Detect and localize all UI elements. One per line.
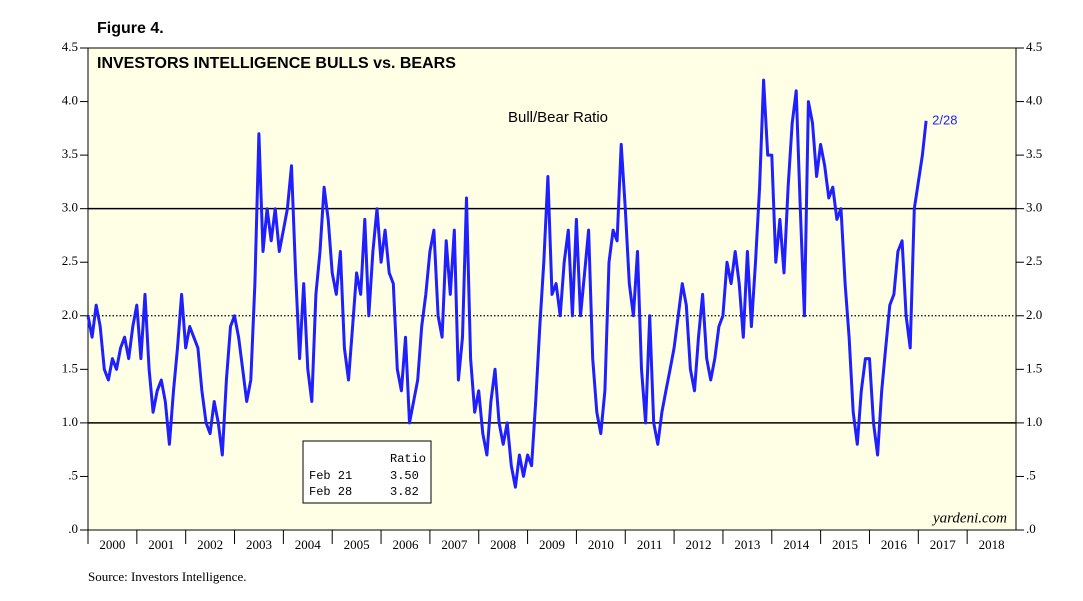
x-tick-label: 2018 <box>979 537 1005 552</box>
y2-tick-label: 2.5 <box>1026 253 1042 268</box>
x-tick-label: 2010 <box>588 537 614 552</box>
y2-tick-label: 4.5 <box>1026 39 1042 54</box>
x-tick-label: 2004 <box>295 537 322 552</box>
table-cell: 3.82 <box>390 485 419 499</box>
y2-tick-label: 1.0 <box>1026 414 1042 429</box>
x-tick-label: 2015 <box>832 537 858 552</box>
y2-tick-label: 3.0 <box>1026 200 1042 215</box>
table-box <box>302 440 432 504</box>
x-tick-label: 2009 <box>539 537 565 552</box>
y2-tick-label: 1.5 <box>1026 360 1042 375</box>
grid <box>80 47 1024 544</box>
end-label: 2/28 <box>932 112 957 127</box>
x-tick-label: 2014 <box>783 537 810 552</box>
y-tick-label: 4.5 <box>62 39 78 54</box>
y2-tick-label: 2.0 <box>1026 307 1042 322</box>
y-tick-label: 3.0 <box>62 200 78 215</box>
y2-tick-label: 4.0 <box>1026 93 1042 108</box>
table-cell: Feb 21 <box>309 469 352 483</box>
y-tick-label: 1.5 <box>62 360 78 375</box>
y-tick-label: 1.0 <box>62 414 78 429</box>
source: Source: Investors Intelligence. <box>88 569 246 584</box>
y-tick-label: 3.5 <box>62 146 78 161</box>
table-cell: 3.50 <box>390 469 419 483</box>
x-tick-label: 2008 <box>490 537 516 552</box>
figure-label: Figure 4. <box>97 20 164 37</box>
y-tick-label: .5 <box>68 467 78 482</box>
x-tick-label: 2013 <box>734 537 760 552</box>
table-cell: Feb 28 <box>309 485 352 499</box>
y2-tick-label: .5 <box>1026 467 1036 482</box>
annotation: Bull/Bear Ratio <box>508 109 608 126</box>
x-tick-label: 2001 <box>148 537 174 552</box>
y2-tick-label: 3.5 <box>1026 146 1042 161</box>
x-tick-label: 2011 <box>637 537 663 552</box>
x-tick-label: 2003 <box>246 537 272 552</box>
x-tick-label: 2016 <box>881 537 908 552</box>
y-tick-label: 4.0 <box>62 93 78 108</box>
table-header: Ratio <box>390 452 426 466</box>
y-tick-label: 2.0 <box>62 307 78 322</box>
y-tick-label: .0 <box>68 521 78 536</box>
x-tick-label: 2000 <box>99 537 125 552</box>
watermark: yardeni.com <box>931 510 1007 526</box>
series-line <box>86 78 928 489</box>
y2-tick-label: .0 <box>1026 521 1036 536</box>
x-tick-label: 2007 <box>441 537 468 552</box>
x-tick-label: 2005 <box>344 537 370 552</box>
x-tick-label: 2017 <box>930 537 957 552</box>
data-table: Ratio Feb 21 3.50 Feb 28 3.82 <box>302 440 432 504</box>
x-tick-label: 2006 <box>392 537 419 552</box>
chart-title: INVESTORS INTELLIGENCE BULLS vs. BEARS <box>97 55 456 72</box>
x-tick-label: 2002 <box>197 537 223 552</box>
y-tick-label: 2.5 <box>62 253 78 268</box>
marks <box>86 78 928 489</box>
x-tick-label: 2012 <box>686 537 712 552</box>
